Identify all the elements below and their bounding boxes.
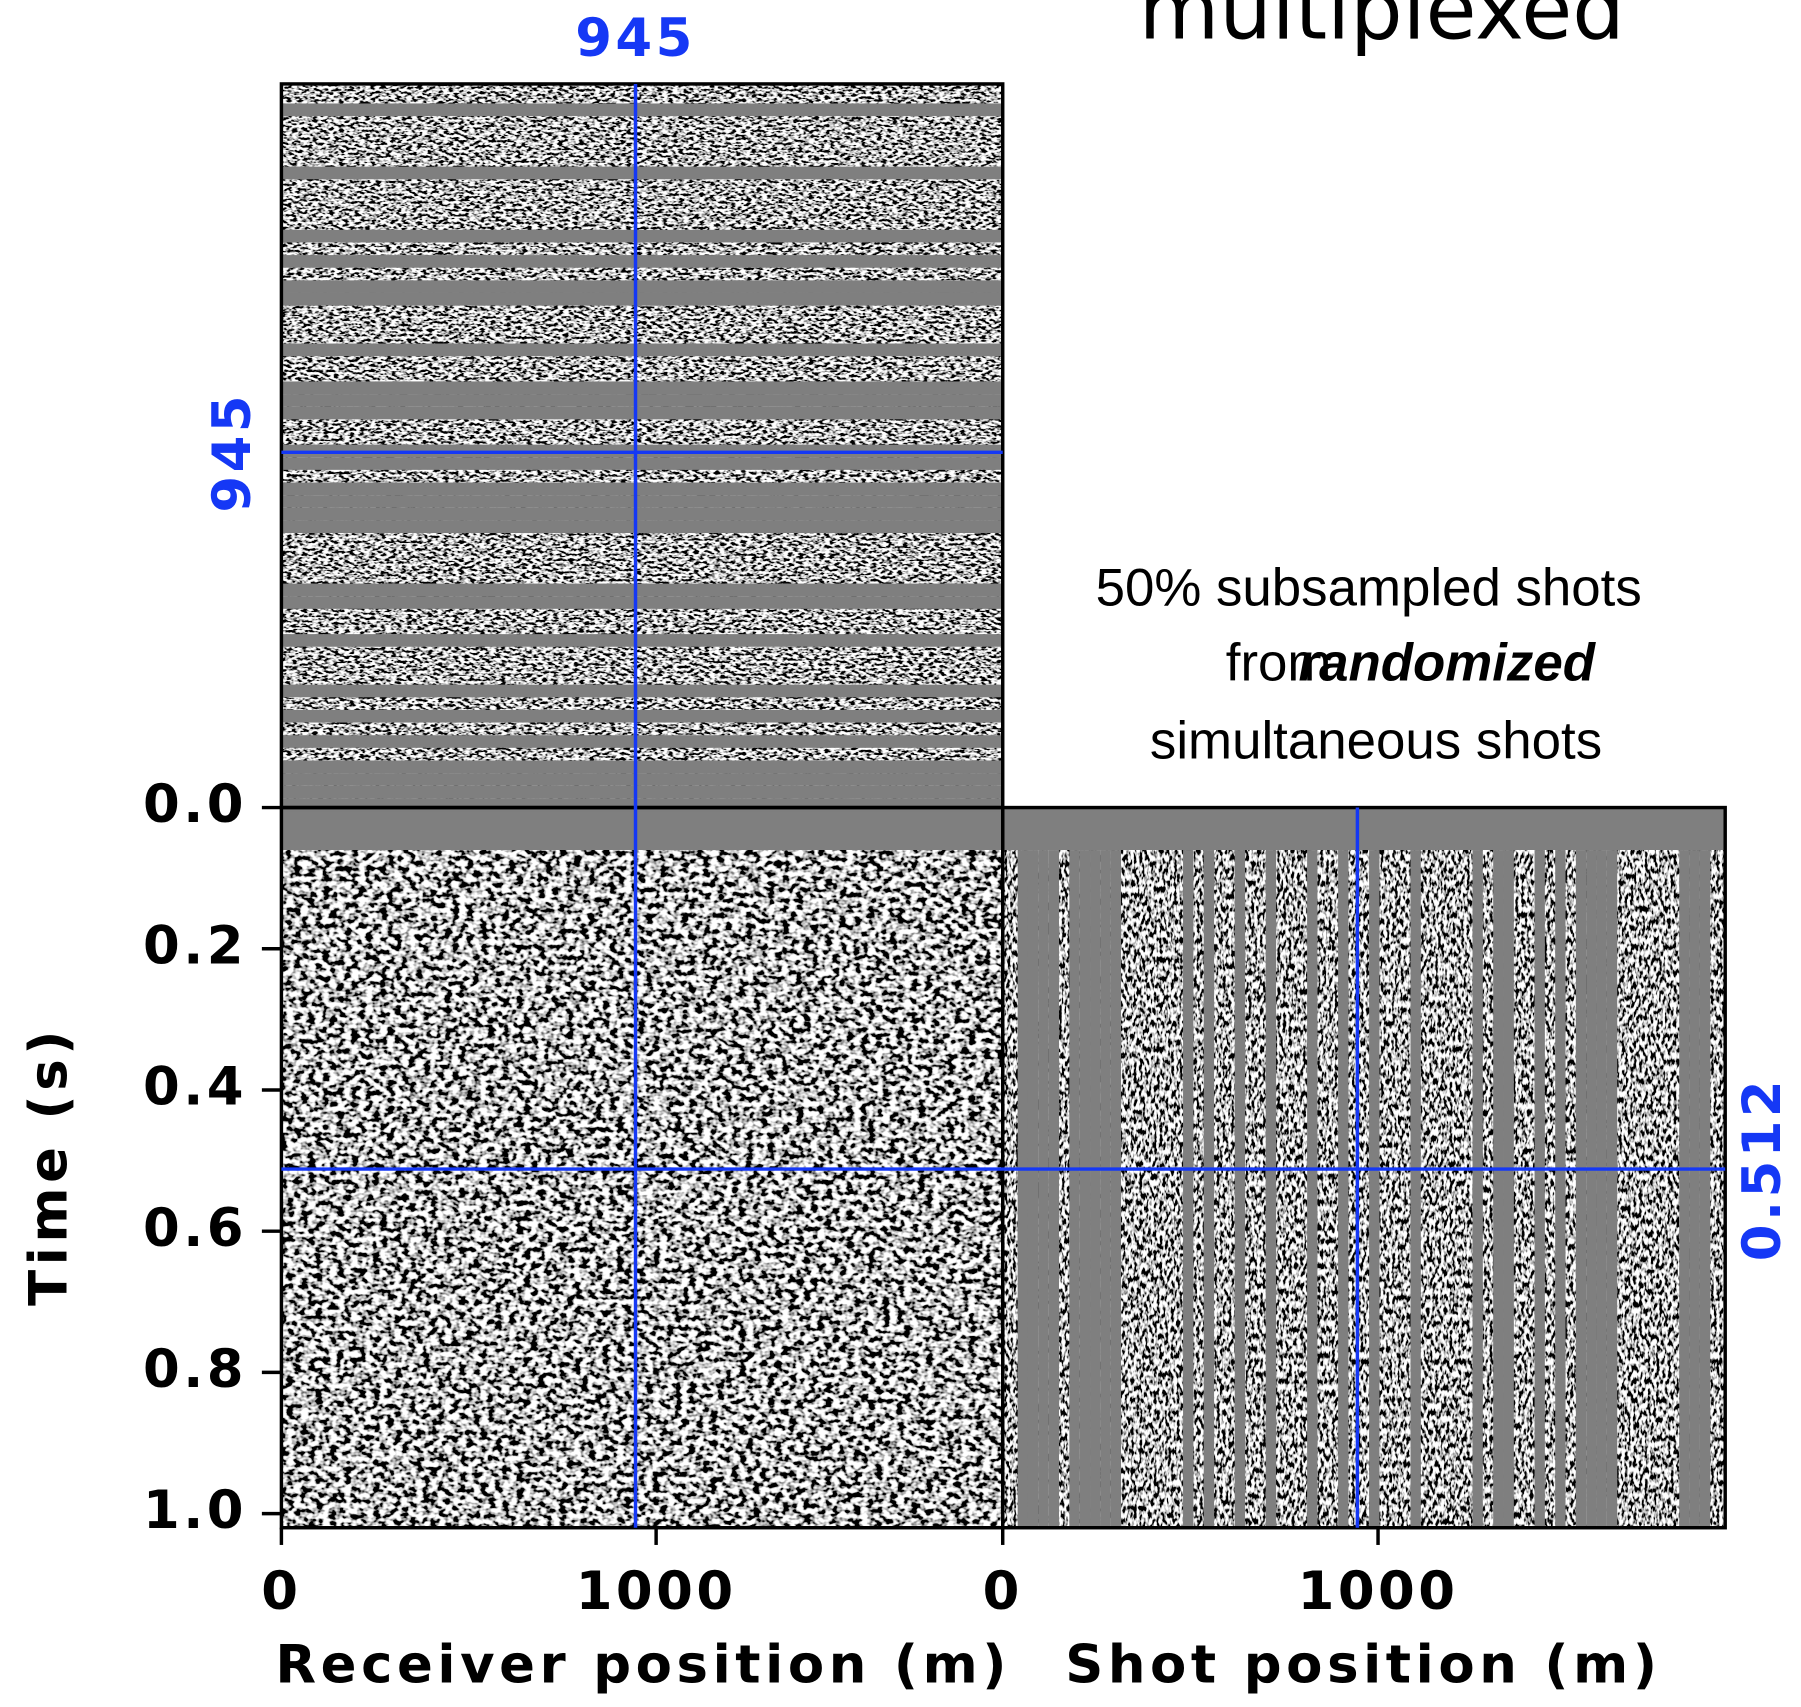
x-tick-label: 1000 xyxy=(576,1561,737,1622)
gap xyxy=(281,292,1003,306)
gap xyxy=(1090,850,1101,1528)
gap xyxy=(1606,850,1618,1528)
annotation: 50% subsampled shots from randomized sim… xyxy=(1096,559,1657,771)
y-tick-label: 0.0 xyxy=(143,774,247,835)
gap xyxy=(1575,850,1587,1528)
y-tick-label: 0.6 xyxy=(143,1198,247,1259)
x-tick-label: 0 xyxy=(261,1561,301,1622)
gap xyxy=(1069,850,1080,1528)
gap xyxy=(1038,850,1049,1528)
gap xyxy=(281,406,1003,420)
gap xyxy=(1586,850,1597,1528)
slice-label: 945 xyxy=(575,8,696,69)
gap xyxy=(281,735,1003,748)
slice-label: 945 xyxy=(202,392,263,513)
gap xyxy=(281,482,1003,496)
annotation-line: 50% subsampled shots xyxy=(1096,559,1642,618)
gap xyxy=(281,634,1003,647)
gap xyxy=(281,280,1003,293)
gap xyxy=(281,394,1003,407)
gap xyxy=(281,343,1003,357)
gap xyxy=(1100,850,1111,1528)
gap xyxy=(1079,850,1091,1528)
y-tick-label: 0.4 xyxy=(143,1057,247,1118)
gap xyxy=(281,760,1003,774)
gap xyxy=(281,684,1003,698)
gap xyxy=(281,255,1003,268)
x-tick-label: 0 xyxy=(983,1561,1023,1622)
gap xyxy=(1689,850,1700,1528)
annotation-line: simultaneous shots xyxy=(1150,711,1602,770)
gap xyxy=(281,495,1003,508)
gap xyxy=(281,520,1003,534)
gap xyxy=(281,103,1003,117)
gap xyxy=(1369,850,1380,1528)
gap xyxy=(281,457,1003,470)
gap xyxy=(1503,850,1514,1528)
gap xyxy=(281,381,1003,395)
x-tick-label: 1000 xyxy=(1298,1561,1459,1622)
gap xyxy=(1472,850,1483,1528)
gap xyxy=(281,166,1003,180)
gap xyxy=(281,785,1003,799)
annotation-line: from xyxy=(1226,633,1332,692)
gaps xyxy=(281,103,1711,1528)
gap xyxy=(281,583,1003,597)
gap xyxy=(1110,850,1122,1528)
y-tick-label: 0.2 xyxy=(143,915,247,976)
y-tick-label: 0.8 xyxy=(143,1339,247,1400)
y-tick-label: 1.0 xyxy=(143,1480,247,1541)
gap xyxy=(281,709,1003,723)
gap xyxy=(1048,850,1060,1528)
gap xyxy=(1307,850,1318,1528)
gap xyxy=(1027,850,1039,1528)
gap xyxy=(281,596,1003,609)
gap xyxy=(1203,850,1215,1528)
gap xyxy=(281,507,1003,521)
x-axis-label: Receiver position (m) xyxy=(275,1634,1011,1695)
gap xyxy=(281,229,1003,243)
gap xyxy=(1338,850,1349,1528)
gap xyxy=(1265,850,1277,1528)
gap xyxy=(281,773,1003,786)
gap xyxy=(1534,850,1545,1528)
gap xyxy=(1183,850,1194,1528)
slice-label: 0.512 xyxy=(1732,1077,1793,1261)
annotation-emphasis: randomized xyxy=(1299,633,1597,692)
left-panel-noise xyxy=(281,850,1003,1528)
y-axis-label: Time (s) xyxy=(18,1026,79,1306)
gap xyxy=(1699,850,1711,1528)
gap xyxy=(1596,850,1607,1528)
gap xyxy=(1555,850,1566,1528)
gap xyxy=(1234,850,1246,1528)
gap xyxy=(1493,850,1504,1528)
gap xyxy=(1017,850,1028,1528)
x-axis-label: Shot position (m) xyxy=(1065,1634,1661,1695)
chart-title: multiplexed xyxy=(1139,0,1625,59)
gap xyxy=(1679,850,1690,1528)
gap xyxy=(1410,850,1421,1528)
